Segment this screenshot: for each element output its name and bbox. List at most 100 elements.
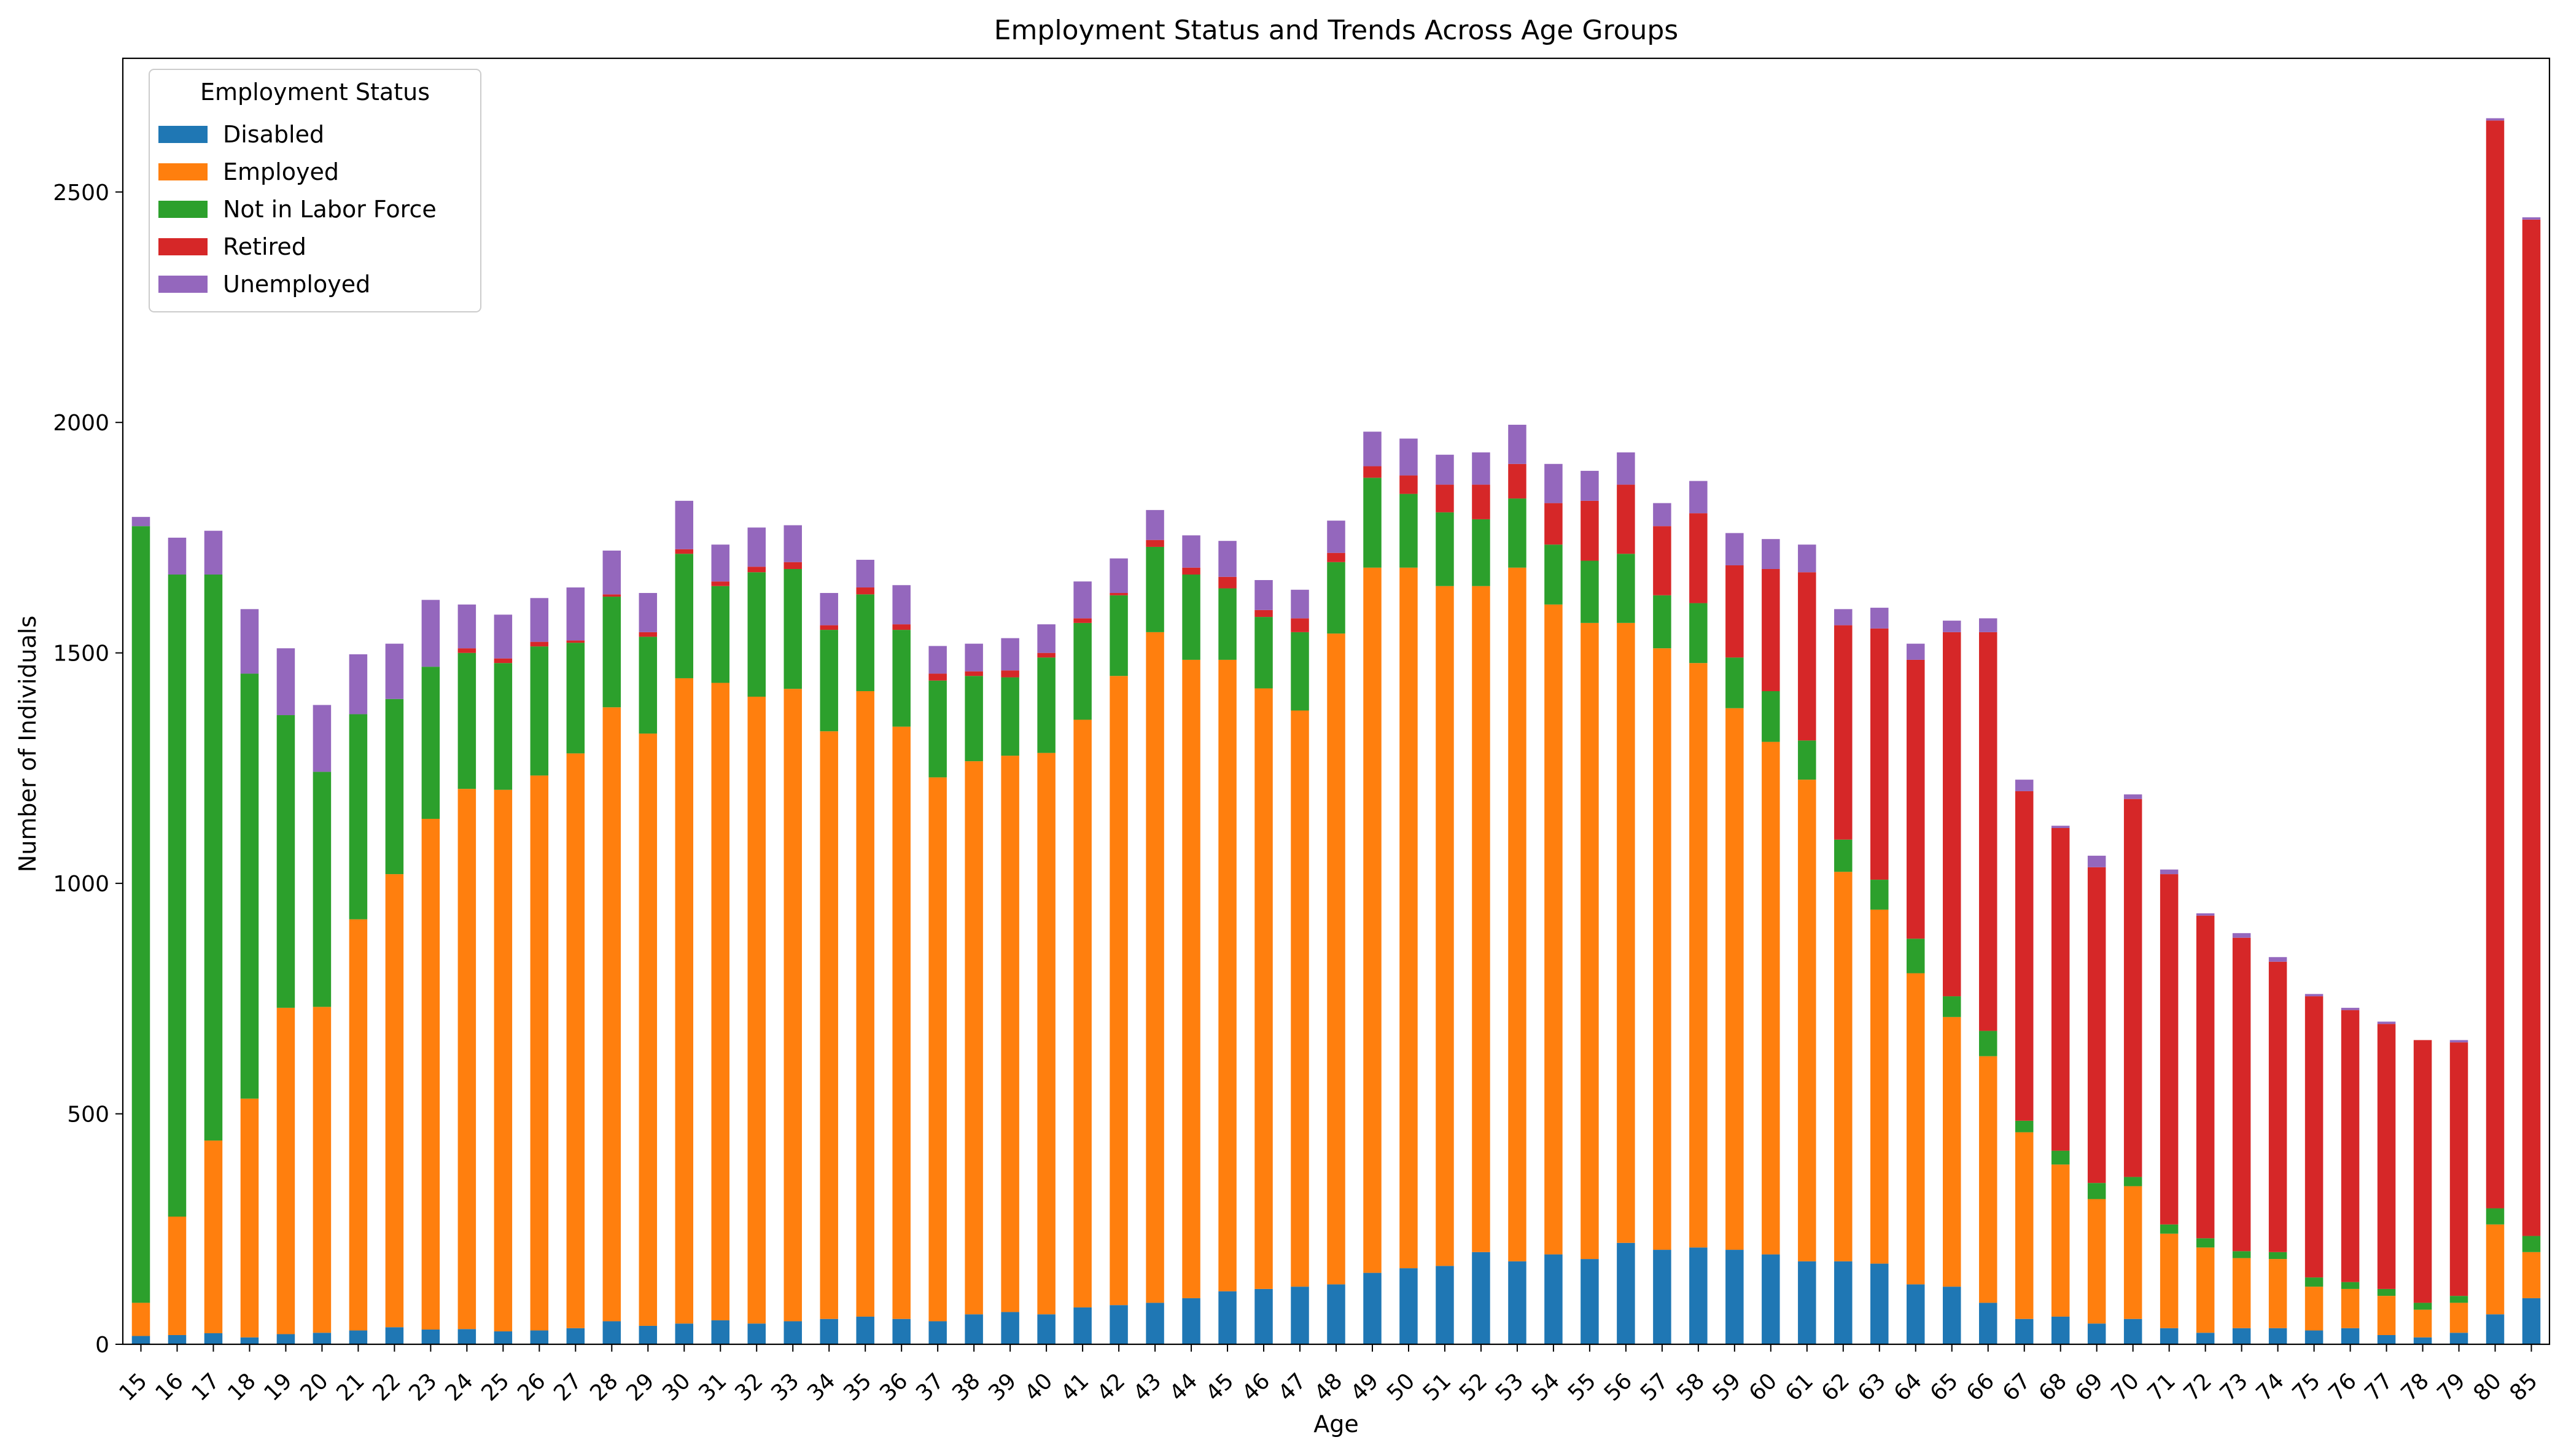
bar-employed-age-76 [2341,1288,2360,1328]
y-tick-label: 1500 [53,641,109,667]
bar-unemployed-age-42 [1110,558,1128,594]
bar-employed-age-53 [1508,567,1526,1261]
bar-disabled-age-35 [856,1316,874,1344]
bar-not-in-labor-force-age-37 [928,680,947,778]
bar-retired-age-63 [1870,628,1889,880]
y-tick-label: 2500 [53,180,109,206]
bar-unemployed-age-64 [1907,643,1925,660]
bar-unemployed-age-24 [457,604,476,649]
bar-employed-age-64 [1907,973,1925,1285]
bar-unemployed-age-72 [2196,913,2215,916]
bar-unemployed-age-48 [1327,521,1345,553]
bar-disabled-age-64 [1907,1284,1925,1344]
bar-disabled-age-32 [747,1323,766,1344]
bar-not-in-labor-force-age-43 [1146,546,1164,632]
bar-disabled-age-67 [2015,1319,2034,1344]
bar-retired-age-64 [1907,659,1925,939]
bar-employed-age-37 [928,777,947,1322]
bar-employed-age-52 [1472,586,1490,1252]
bar-not-in-labor-force-age-57 [1653,595,1671,649]
bar-not-in-labor-force-age-72 [2196,1238,2215,1248]
bar-retired-age-76 [2341,1010,2360,1282]
bar-unemployed-age-50 [1399,438,1418,476]
bar-unemployed-age-66 [1978,618,1997,632]
bar-disabled-age-60 [1762,1254,1780,1344]
bar-disabled-age-36 [892,1319,911,1344]
bar-employed-age-26 [530,775,549,1331]
bar-not-in-labor-force-age-59 [1725,657,1744,708]
bar-unemployed-age-34 [820,593,838,625]
bar-unemployed-age-67 [2015,780,2034,791]
bar-disabled-age-40 [1037,1314,1056,1344]
bar-employed-age-17 [204,1140,223,1333]
bar-employed-age-47 [1291,710,1309,1287]
bar-unemployed-age-22 [385,643,404,699]
bar-unemployed-age-15 [131,517,150,527]
bar-not-in-labor-force-age-20 [313,772,332,1007]
bar-unemployed-age-77 [2377,1021,2396,1024]
legend-label-unemployed: Unemployed [223,271,370,298]
bar-disabled-age-79 [2449,1333,2468,1344]
bar-retired-age-67 [2015,791,2034,1121]
bar-not-in-labor-force-age-44 [1182,575,1200,660]
y-tick-label: 500 [67,1102,109,1128]
bar-unemployed-age-26 [530,598,549,642]
bar-unemployed-age-70 [2123,794,2142,799]
bar-not-in-labor-force-age-65 [1943,996,1961,1017]
bar-not-in-labor-force-age-47 [1291,632,1309,711]
bar-unemployed-age-79 [2449,1040,2468,1043]
bar-disabled-age-44 [1182,1298,1200,1344]
bar-retired-age-28 [602,594,621,597]
bar-retired-age-57 [1653,526,1671,595]
bar-employed-age-74 [2268,1259,2287,1328]
bar-employed-age-77 [2377,1296,2396,1335]
bar-not-in-labor-force-age-22 [385,699,404,875]
legend-label-not-in-labor-force: Not in Labor Force [223,196,437,223]
bar-unemployed-age-71 [2160,869,2179,875]
bar-retired-age-48 [1327,552,1345,562]
bar-employed-age-75 [2304,1287,2324,1331]
bar-employed-age-59 [1725,708,1744,1250]
bar-retired-age-29 [639,632,658,637]
bar-disabled-age-69 [2087,1323,2106,1344]
bar-unemployed-age-52 [1472,452,1490,485]
bar-unemployed-age-58 [1689,481,1708,514]
bar-unemployed-age-80 [2486,118,2505,121]
bar-retired-age-30 [675,549,694,554]
bar-not-in-labor-force-age-66 [1978,1031,1997,1056]
bar-not-in-labor-force-age-54 [1544,544,1563,605]
bar-retired-age-55 [1581,500,1599,561]
bar-retired-age-41 [1073,618,1092,623]
bar-employed-age-41 [1073,719,1092,1307]
bar-employed-age-39 [1001,756,1019,1312]
bar-disabled-age-45 [1218,1291,1237,1344]
bar-not-in-labor-force-age-36 [892,630,911,727]
bar-disabled-age-56 [1617,1242,1635,1344]
bar-disabled-age-52 [1472,1252,1490,1344]
bar-unemployed-age-60 [1762,539,1780,569]
bar-unemployed-age-62 [1834,609,1853,625]
bar-retired-age-69 [2087,867,2106,1183]
bar-retired-age-73 [2232,937,2251,1252]
bar-unemployed-age-55 [1581,471,1599,501]
bar-unemployed-age-65 [1943,621,1961,632]
bar-disabled-age-33 [784,1321,802,1344]
bar-retired-age-70 [2123,799,2142,1177]
bar-not-in-labor-force-age-25 [494,663,513,790]
bar-unemployed-age-73 [2232,933,2251,938]
bar-not-in-labor-force-age-75 [2304,1277,2324,1287]
bar-retired-age-42 [1110,593,1128,595]
bar-employed-age-33 [784,689,802,1322]
bar-not-in-labor-force-age-63 [1870,880,1889,910]
bar-disabled-age-62 [1834,1261,1853,1344]
bar-employed-age-67 [2015,1132,2034,1319]
legend-label-employed: Employed [223,158,339,185]
bar-retired-age-26 [530,641,549,647]
x-axis-label: Age [1313,1411,1359,1438]
bar-unemployed-age-36 [892,585,911,625]
bar-employed-age-80 [2486,1224,2505,1315]
bar-employed-age-48 [1327,633,1345,1285]
bar-not-in-labor-force-age-42 [1110,595,1128,676]
bar-unemployed-age-39 [1001,638,1019,671]
y-axis-label: Number of Individuals [14,616,41,872]
